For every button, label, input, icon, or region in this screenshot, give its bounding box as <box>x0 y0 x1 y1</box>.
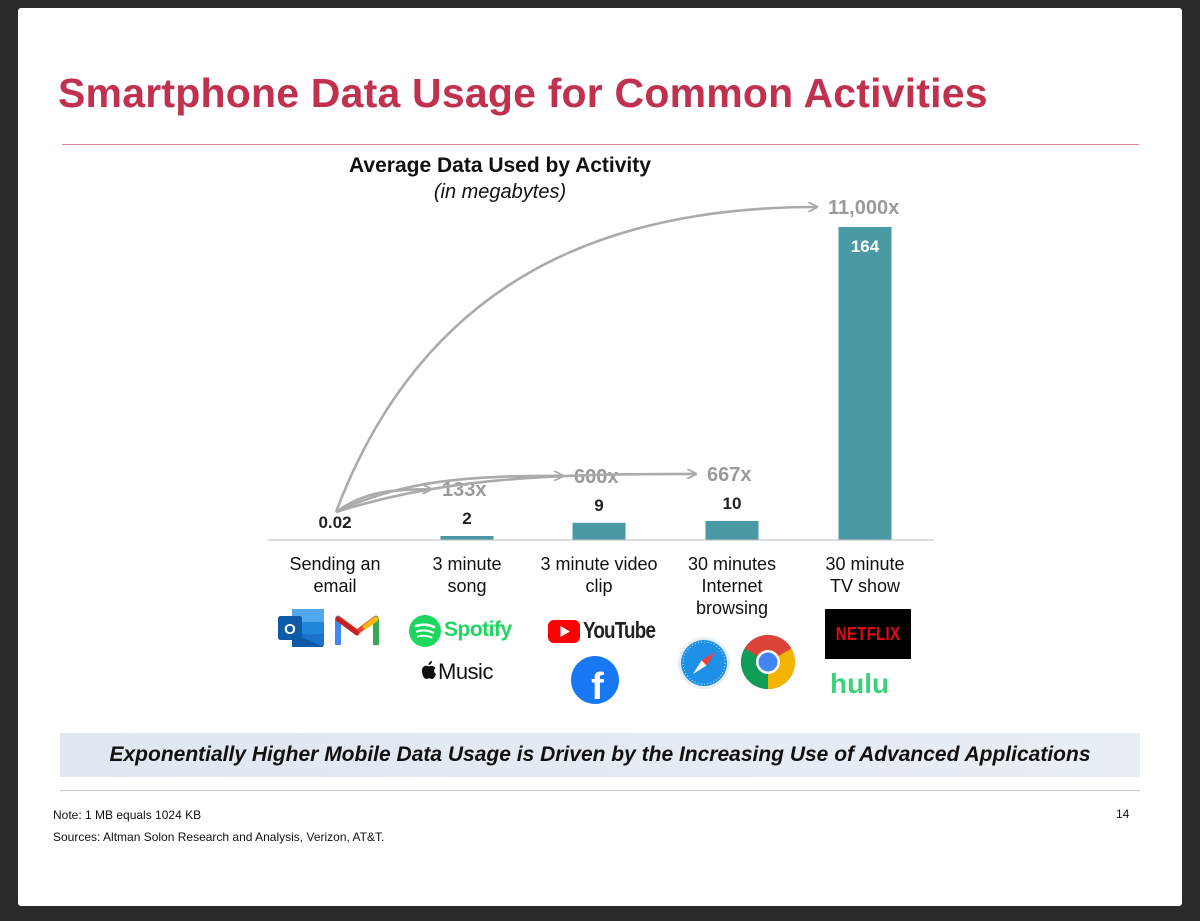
page-number: 14 <box>1116 807 1130 821</box>
netflix-wordmark: NETFLIX <box>835 623 901 645</box>
bar-video <box>572 522 626 540</box>
chart-title: Average Data Used by Activity <box>349 154 651 177</box>
apple-icon <box>421 661 436 679</box>
title-divider <box>62 144 1139 145</box>
category-label-line: clip <box>585 576 613 596</box>
category-label-email: Sending an email <box>265 553 405 597</box>
value-label-browsing: 10 <box>723 494 742 513</box>
chart-subtitle: (in megabytes) <box>433 181 567 203</box>
multiplier-label-browsing: 667x <box>707 464 752 486</box>
gmail-icon <box>335 615 379 645</box>
bars <box>440 227 892 540</box>
value-labels: 0.02 2 9 10 164 <box>318 237 879 532</box>
facebook-icon: f <box>571 656 619 705</box>
category-label-line: email <box>313 576 357 596</box>
bar-tv-show <box>838 227 892 540</box>
category-label-line: TV show <box>829 576 901 596</box>
spotify-icon <box>409 615 441 647</box>
multiplier-arrow-video <box>335 476 562 514</box>
category-label-browsing: 30 minutes Internet browsing <box>662 553 802 619</box>
category-label-line: Internet <box>701 576 763 596</box>
category-label-line: 3 minute <box>432 554 502 574</box>
youtube-icon <box>548 620 580 643</box>
category-label-video: 3 minute video clip <box>529 553 669 597</box>
category-label-line: browsing <box>695 598 769 618</box>
category-label-line: 30 minute <box>825 554 905 574</box>
category-label-line: 30 minutes <box>687 554 777 574</box>
multiplier-arrow-tv-show <box>334 207 816 513</box>
apple-music-wordmark: Music <box>438 659 493 684</box>
category-label-tv-show: 30 minute TV show <box>795 553 935 597</box>
multiplier-arrow-song <box>335 489 430 514</box>
slide-title: Smartphone Data Usage for Common Activit… <box>58 70 988 116</box>
bar-song <box>440 536 494 540</box>
netflix-logo: NETFLIX <box>825 609 911 659</box>
multiplier-arrow-browsing <box>335 474 695 514</box>
value-label-email: 0.02 <box>318 513 351 532</box>
value-label-tv-show: 164 <box>851 237 880 256</box>
sources: Sources: Altman Solon Research and Analy… <box>53 830 385 844</box>
multiplier-label-video: 600x <box>574 466 619 488</box>
category-label-song: 3 minute song <box>397 553 537 597</box>
spotify-wordmark: Spotify <box>444 618 512 641</box>
youtube-wordmark: YouTube <box>583 617 656 643</box>
safari-icon <box>678 637 730 689</box>
takeaway-banner: Exponentially Higher Mobile Data Usage i… <box>60 733 1140 777</box>
footnote: Note: 1 MB equals 1024 KB <box>53 808 202 822</box>
takeaway-text: Exponentially Higher Mobile Data Usage i… <box>109 743 1091 766</box>
category-label-line: 3 minute video <box>540 554 658 574</box>
category-label-line: song <box>447 576 487 596</box>
value-label-video: 9 <box>594 496 603 515</box>
chrome-icon <box>740 635 796 690</box>
slide: Smartphone Data Usage for Common Activit… <box>18 8 1182 906</box>
bar-browsing <box>705 520 759 540</box>
category-label-line: Sending an <box>289 554 381 574</box>
outlook-icon: O <box>278 609 324 647</box>
multiplier-label-tv-show: 11,000x <box>828 197 899 219</box>
hulu-wordmark: hulu <box>830 668 890 699</box>
outlook-letter: O <box>284 621 296 638</box>
value-label-song: 2 <box>462 509 471 528</box>
footer-divider <box>60 790 1140 791</box>
facebook-letter: f <box>591 666 604 705</box>
